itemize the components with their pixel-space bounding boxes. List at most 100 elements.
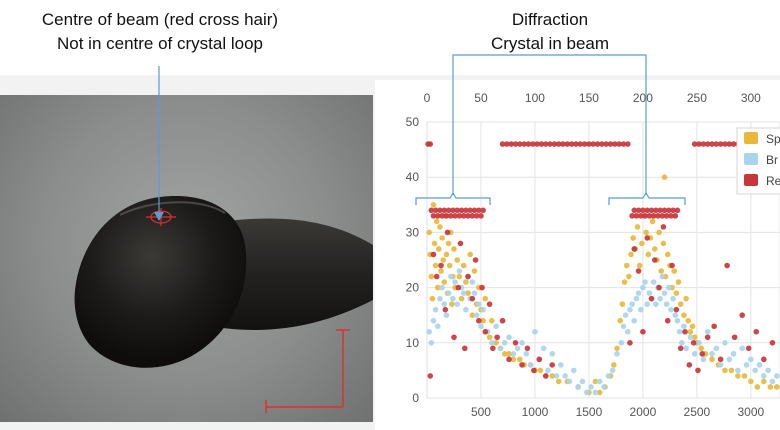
- y-tick-label: 30: [406, 225, 420, 239]
- x-top-tick-label: 300: [741, 91, 761, 105]
- data-point: [445, 207, 452, 214]
- data-point: [676, 328, 683, 335]
- data-point: [486, 334, 493, 341]
- data-point: [506, 351, 512, 357]
- data-point: [432, 306, 439, 313]
- data-point: [430, 251, 437, 258]
- data-point: [438, 262, 444, 269]
- data-point: [664, 251, 671, 258]
- data-point: [711, 323, 717, 330]
- data-point: [635, 207, 642, 214]
- data-point: [687, 328, 694, 335]
- data-point: [717, 141, 724, 147]
- data-point: [657, 207, 663, 214]
- data-point: [769, 378, 776, 385]
- data-point: [622, 312, 629, 318]
- data-point: [658, 268, 665, 274]
- diffraction-chart: 0 50 100 150 200 250 300 500 1000 1500 2000 2500 30…: [375, 80, 780, 430]
- diffraction-annotation-line1: Diffraction: [511, 10, 589, 29]
- data-point: [524, 345, 531, 352]
- data-point: [469, 312, 476, 318]
- data-point: [696, 340, 702, 346]
- data-point: [454, 257, 461, 263]
- data-point: [628, 251, 634, 258]
- y-tick-label: 40: [406, 170, 420, 184]
- data-point: [653, 207, 659, 214]
- data-point: [661, 290, 668, 296]
- legend-swatch[interactable]: [744, 153, 758, 165]
- data-point: [472, 257, 479, 263]
- data-point: [681, 312, 687, 318]
- data-point: [624, 141, 631, 147]
- data-point: [545, 367, 551, 374]
- data-point: [627, 306, 633, 313]
- legend-label[interactable]: Re: [766, 174, 780, 188]
- x-top-tick-label: 200: [633, 91, 653, 105]
- data-point: [644, 235, 651, 241]
- data-point: [512, 340, 519, 346]
- data-point: [673, 306, 680, 313]
- data-point: [456, 273, 463, 280]
- data-point: [761, 373, 767, 379]
- data-point: [713, 345, 720, 352]
- data-point: [447, 273, 454, 280]
- data-point: [601, 384, 607, 390]
- data-point: [645, 251, 652, 258]
- y-tick-label: 20: [406, 281, 420, 295]
- data-point: [596, 378, 603, 385]
- data-point: [473, 312, 480, 318]
- camera-image: [74, 196, 373, 413]
- data-point: [650, 279, 657, 285]
- data-point: [726, 141, 733, 147]
- data-point: [537, 367, 544, 374]
- series-re: [425, 141, 780, 379]
- chart-points: [425, 141, 780, 396]
- data-point: [624, 328, 631, 335]
- data-point: [440, 257, 446, 263]
- data-point: [434, 213, 441, 219]
- data-point: [433, 218, 440, 225]
- data-point: [698, 345, 704, 352]
- data-point: [649, 218, 656, 225]
- data-point: [445, 290, 452, 296]
- data-point: [434, 323, 441, 330]
- data-point: [646, 290, 653, 296]
- data-point: [664, 317, 671, 324]
- data-point: [549, 351, 556, 357]
- data-point: [501, 340, 508, 346]
- data-point: [646, 213, 653, 219]
- data-point: [493, 323, 499, 330]
- data-point: [653, 301, 659, 307]
- data-point: [722, 340, 728, 346]
- data-point: [709, 141, 715, 147]
- data-point: [540, 345, 547, 352]
- data-point: [773, 373, 780, 379]
- data-point: [644, 301, 651, 307]
- data-point: [562, 373, 568, 379]
- data-point: [488, 340, 495, 346]
- data-point: [605, 373, 612, 379]
- data-point: [661, 207, 668, 214]
- x-top-axis-ticks: 0 50 100 150 200 250 300: [424, 91, 762, 105]
- data-point: [465, 273, 471, 280]
- legend-swatch[interactable]: [744, 174, 758, 186]
- data-point: [660, 240, 667, 247]
- data-point: [626, 273, 632, 280]
- legend-label[interactable]: Sp: [766, 132, 780, 146]
- data-point: [609, 367, 616, 374]
- data-point: [730, 141, 737, 147]
- x-top-tick-label: 250: [687, 91, 707, 105]
- data-point: [476, 301, 482, 307]
- data-point: [773, 384, 780, 390]
- data-point: [451, 246, 457, 252]
- data-point: [671, 268, 678, 274]
- data-point: [438, 268, 444, 274]
- legend-swatch[interactable]: [744, 132, 758, 144]
- x-top-tick-label: 50: [474, 91, 488, 105]
- crystal-loop-camera-view: [0, 95, 373, 422]
- data-point: [441, 207, 448, 214]
- data-point: [432, 262, 439, 269]
- data-point: [767, 384, 774, 390]
- data-point: [519, 362, 525, 368]
- legend-label[interactable]: Br: [766, 153, 778, 167]
